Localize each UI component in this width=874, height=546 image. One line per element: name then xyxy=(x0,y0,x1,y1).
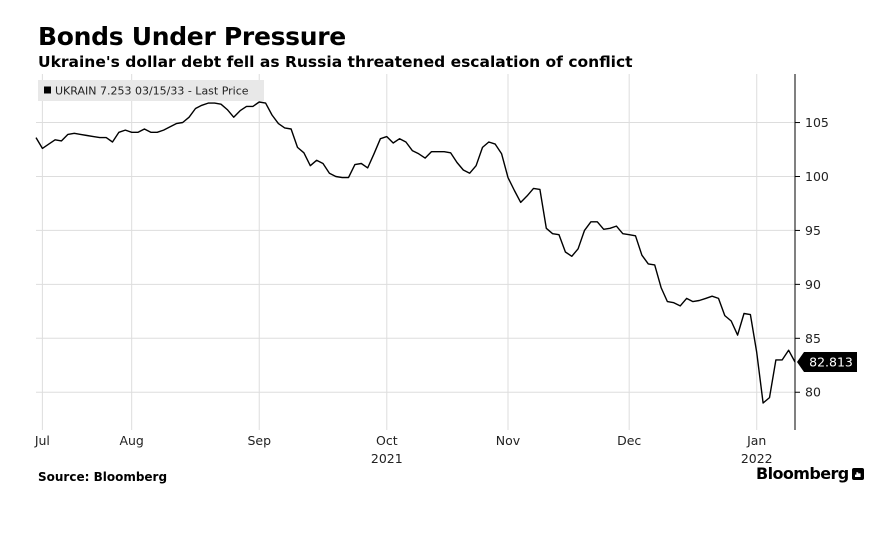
y-tick-label: 80 xyxy=(805,385,821,400)
y-tick-label: 105 xyxy=(805,115,829,130)
x-tick-label: Jul xyxy=(34,433,50,448)
source-note: Source: Bloomberg xyxy=(38,470,168,484)
series-line xyxy=(35,101,796,404)
x-tick-label: Dec xyxy=(617,433,641,448)
x-tick-label: Oct xyxy=(376,433,398,448)
y-tick-label: 90 xyxy=(805,277,821,292)
axes xyxy=(794,74,800,430)
chart-title: Bonds Under Pressure xyxy=(38,22,346,51)
x-tick-label: Jan xyxy=(746,433,766,448)
labels: 80 85 90 95 100 105 Jul Aug Sep Oct Nov Dec Jan 2021 2… xyxy=(34,80,857,466)
y-tick-label: 100 xyxy=(805,169,829,184)
legend-label: UKRAIN 7.253 03/15/33 - Last Price xyxy=(55,85,249,98)
x-year-label: 2021 xyxy=(371,451,403,466)
y-tick-label: 95 xyxy=(805,223,821,238)
grid-lines xyxy=(36,74,795,430)
legend: UKRAIN 7.253 03/15/33 - Last Price xyxy=(38,80,264,101)
legend-swatch xyxy=(44,86,51,94)
chart-subtitle: Ukraine's dollar debt fell as Russia thr… xyxy=(38,53,633,71)
series xyxy=(35,101,796,404)
bloomberg-terminal-icon xyxy=(851,468,864,480)
legend-background xyxy=(38,80,264,101)
last-value-marker: 82.813 xyxy=(797,352,857,373)
x-tick-label: Sep xyxy=(247,433,271,448)
x-year-label: 2022 xyxy=(741,451,773,466)
last-value-label: 82.813 xyxy=(809,355,853,370)
x-tick-label: Nov xyxy=(496,433,521,448)
x-tick-label: Aug xyxy=(119,433,143,448)
last-value-background xyxy=(797,352,857,373)
bloomberg-logo: Bloomberg xyxy=(756,464,864,483)
brand-text: Bloomberg xyxy=(756,464,849,483)
y-tick-label: 85 xyxy=(805,331,821,346)
